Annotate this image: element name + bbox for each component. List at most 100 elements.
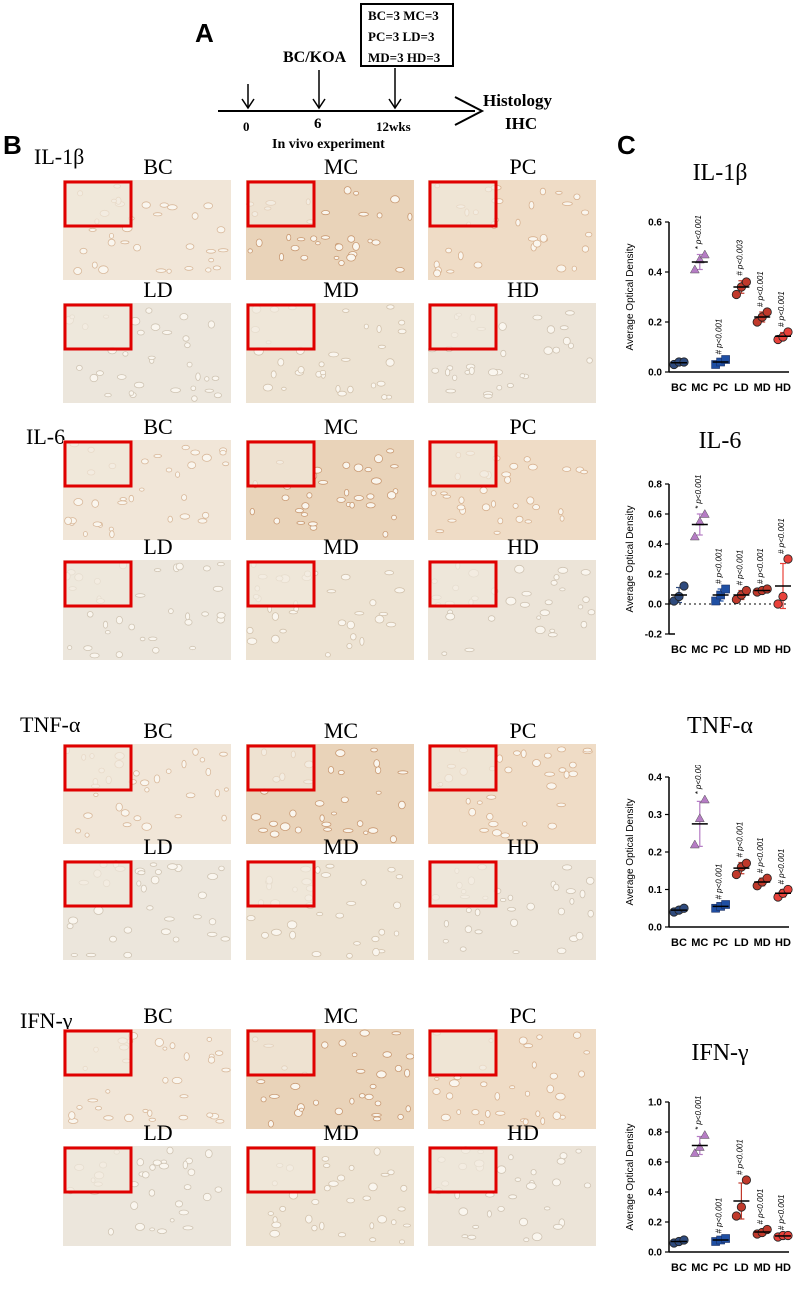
ihc-micrograph [63, 440, 231, 540]
chondrocyte-cell [461, 1234, 469, 1239]
x-tick-label: BC [671, 644, 687, 656]
chondrocyte-cell [149, 1227, 155, 1232]
chondrocyte-cell [208, 918, 217, 926]
chondrocyte-cell [532, 239, 542, 248]
chondrocyte-cell [84, 832, 90, 838]
marker-row-label: TNF-α [20, 712, 81, 737]
chondrocyte-cell [323, 1185, 331, 1192]
ihc-micrograph [63, 303, 231, 403]
chondrocyte-cell [116, 374, 127, 380]
chondrocyte-cell [559, 515, 565, 522]
chondrocyte-cell [526, 902, 535, 911]
chondrocyte-cell [280, 822, 291, 831]
chondrocyte-cell [174, 814, 182, 819]
x-tick-label: MC [691, 644, 708, 656]
chondrocyte-cell [117, 500, 128, 505]
x-tick-label: PC [713, 382, 728, 394]
x-tick-label: PC [713, 644, 728, 656]
significance-label: # p<0.001 [756, 548, 765, 584]
chondrocyte-cell [159, 202, 169, 208]
chondrocyte-cell [171, 1077, 183, 1085]
y-tick-label: 0.0 [648, 923, 662, 934]
chondrocyte-cell [104, 393, 112, 398]
chondrocyte-cell [74, 828, 82, 834]
chondrocyte-cell [98, 265, 109, 274]
data-point [783, 327, 793, 337]
chondrocyte-cell [189, 645, 197, 651]
chondrocyte-cell [531, 1232, 543, 1242]
chondrocyte-cell [532, 759, 541, 767]
chondrocyte-cell [290, 245, 300, 252]
chondrocyte-cell [445, 612, 456, 621]
chondrocyte-cell [136, 1158, 144, 1167]
chondrocyte-cell [93, 792, 99, 797]
chondrocyte-cell [395, 874, 404, 880]
chondrocyte-cell [353, 191, 359, 196]
magnified-inset-frame [246, 180, 316, 228]
chondrocyte-cell [507, 906, 517, 912]
chondrocyte-cell [318, 361, 325, 368]
chondrocyte-cell [182, 335, 190, 342]
chondrocyte-cell [321, 821, 332, 827]
chondrocyte-cell [207, 1056, 216, 1064]
chondrocyte-cell [147, 355, 156, 360]
chondrocyte-cell [146, 905, 154, 911]
data-point [674, 591, 684, 602]
magnified-inset-frame [246, 744, 316, 792]
chondrocyte-cell [575, 931, 584, 941]
chondrocyte-cell [175, 562, 184, 571]
magnified-inset-frame [246, 440, 316, 488]
chondrocyte-cell [215, 1119, 225, 1124]
data-point [762, 307, 772, 317]
chondrocyte-cell [514, 564, 525, 574]
chondrocyte-cell [397, 1113, 404, 1120]
chondrocyte-cell [128, 623, 135, 631]
x-tick-label: HD [775, 644, 791, 656]
chondrocyte-cell [523, 1043, 533, 1049]
chondrocyte-cell [444, 368, 451, 377]
chondrocyte-cell [583, 1050, 591, 1055]
chondrocyte-cell [581, 209, 590, 216]
chondrocyte-cell [377, 344, 386, 349]
chondrocyte-cell [468, 366, 475, 375]
chondrocyte-cell [378, 928, 386, 936]
magnified-inset-frame [63, 440, 133, 488]
chondrocyte-cell [311, 1199, 320, 1206]
chondrocyte-cell [104, 630, 111, 635]
chondrocyte-cell [498, 322, 507, 331]
chondrocyte-cell [512, 503, 519, 509]
chondrocyte-cell [465, 797, 471, 805]
ihc-micrograph [428, 744, 596, 844]
y-tick-label: 0.2 [648, 1218, 662, 1229]
chondrocyte-cell [558, 508, 564, 516]
chondrocyte-cell [479, 486, 488, 494]
magnified-inset-frame [428, 1146, 498, 1194]
y-axis-label: Average Optical Density [625, 505, 636, 612]
chondrocyte-cell [370, 477, 382, 485]
chondrocyte-cell [221, 1067, 231, 1073]
chondrocyte-cell [532, 314, 543, 321]
chondrocyte-cell [348, 1164, 355, 1171]
chondrocyte-cell [296, 237, 306, 242]
y-axis-label: Average Optical Density [625, 798, 636, 905]
x-tick-label: BC [671, 937, 687, 949]
chondrocyte-cell [342, 828, 354, 833]
chondrocyte-cell [382, 1051, 392, 1058]
chondrocyte-cell [494, 1092, 501, 1101]
magnified-inset-frame [63, 303, 133, 351]
chondrocyte-cell [182, 1160, 188, 1170]
chondrocyte-cell [133, 381, 145, 389]
micrograph-group-label: MD [323, 1120, 359, 1145]
chondrocyte-cell [341, 357, 351, 362]
chondrocyte-cell [358, 211, 369, 217]
micrograph-group-label: PC [509, 718, 537, 743]
magnified-inset-frame [63, 1029, 133, 1077]
chondrocyte-cell [350, 633, 357, 641]
significance-label: # p<0.001 [777, 291, 786, 327]
chondrocyte-cell [442, 494, 451, 499]
chondrocyte-cell [391, 1031, 402, 1036]
chondrocyte-cell [457, 251, 464, 261]
chondrocyte-cell [582, 596, 590, 603]
chondrocyte-cell [115, 615, 123, 625]
chondrocyte-cell [162, 330, 173, 335]
